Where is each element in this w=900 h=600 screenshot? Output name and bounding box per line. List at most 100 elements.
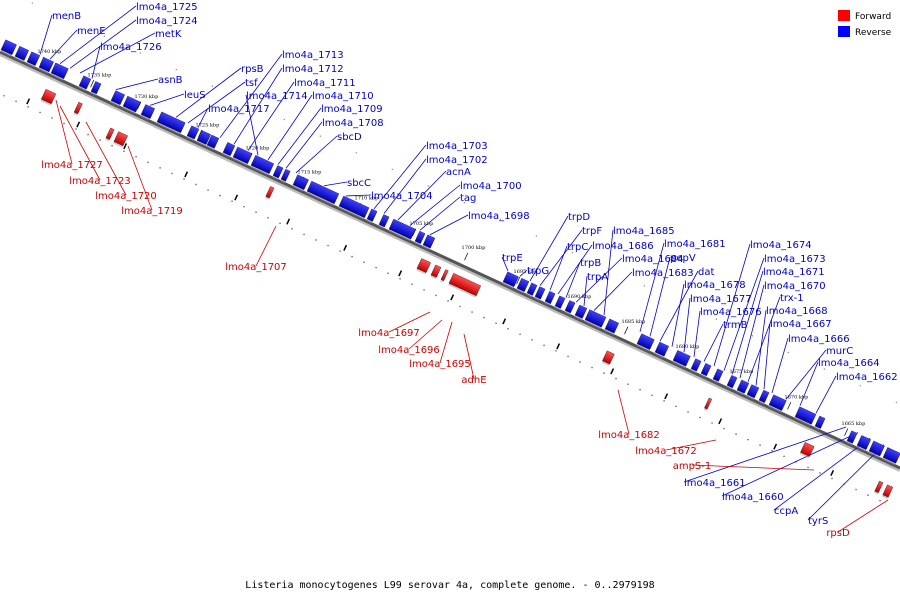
tick-label: 1715 kbp: [298, 169, 322, 175]
forward-guide-dot: [807, 466, 809, 469]
reverse-gene-label: lmo4a_1698: [468, 211, 530, 222]
reverse-gene: [516, 278, 530, 294]
reverse-gene: [196, 130, 211, 147]
tick-label: 1705 kbp: [410, 221, 434, 227]
reverse-gene: [758, 389, 770, 405]
forward-guide-dot: [723, 427, 725, 430]
reverse-gene-label: rpsB: [241, 64, 264, 75]
reverse-gene: [0, 39, 17, 57]
reverse-gene-label: lmo4a_1717: [208, 104, 270, 115]
forward-guide-dot: [171, 172, 173, 175]
tick-mark: [412, 228, 417, 237]
forward-guide-dot: [87, 133, 89, 136]
reverse-legend-swatch: [838, 26, 850, 37]
leader-line: [723, 257, 765, 371]
reverse-gene-label: lmo4a_1684: [622, 254, 684, 265]
leader-line: [79, 32, 156, 74]
reverse-gene-label: trpG: [527, 266, 549, 277]
reverse-gene: [378, 214, 390, 229]
forward-guide-dot: [819, 472, 821, 474]
forward-guide-dot: [399, 277, 401, 280]
forward-guide-dot: [99, 139, 101, 141]
leader-line: [583, 275, 588, 306]
forward-gene-label: lmo4a_1682: [598, 430, 660, 441]
forward-tick: [184, 171, 189, 178]
reverse-gene-label: lmo4a_1667: [770, 319, 832, 330]
forward-gene: [264, 186, 275, 200]
forward-guide-dot: [363, 261, 365, 263]
reverse-gene-label: trx-1: [780, 293, 804, 304]
leader-line: [409, 184, 461, 226]
reverse-gene: [736, 379, 750, 396]
reverse-guide-dot: [499, 218, 502, 221]
reverse-gene: [250, 155, 275, 176]
reverse-guide-dot: [463, 202, 466, 204]
reverse-gene-label: pepV: [670, 253, 696, 264]
forward-guide-dot: [339, 250, 341, 252]
leader-line: [837, 499, 889, 533]
gene-features: [0, 39, 900, 500]
reverse-gene: [338, 195, 370, 220]
leader-line: [85, 121, 127, 196]
leader-line: [373, 144, 427, 210]
forward-guide-dot: [735, 433, 737, 435]
reverse-gene: [292, 174, 309, 192]
reverse-gene-label: lmo4a_1714: [246, 91, 308, 102]
reverse-gene: [38, 57, 54, 74]
leader-line: [575, 257, 623, 303]
axis-line: [0, 50, 900, 470]
leader-line: [659, 270, 699, 342]
forward-gene: [73, 101, 83, 116]
forward-guide-dot: [243, 205, 245, 208]
reverse-gene-label: sbcC: [347, 178, 371, 189]
reverse-gene-label: trpC: [567, 242, 588, 253]
forward-tick: [664, 393, 669, 400]
reverse-guide-dot: [31, 2, 34, 4]
forward-guide-dot: [483, 316, 485, 319]
forward-guide-dot: [711, 422, 713, 424]
forward-guide-dot: [651, 394, 653, 397]
forward-guide-dot: [27, 106, 29, 108]
forward-tick: [450, 294, 455, 301]
reverse-gene-label: lmo4a_1725: [136, 2, 198, 13]
reverse-gene-label: metK: [155, 29, 182, 40]
forward-gene-label: lmo4a_1719: [121, 206, 183, 217]
reverse-gene: [746, 384, 760, 400]
reverse-guide-dot: [283, 118, 286, 121]
reverse-gene-label: lmo4a_1709: [321, 104, 383, 115]
tick-label: 1670 kbp: [785, 395, 809, 401]
forward-guide-dot: [219, 194, 221, 197]
forward-guide-dot: [195, 183, 197, 186]
forward-tick: [76, 121, 81, 128]
forward-gene: [448, 273, 482, 298]
reverse-guide-dot: [103, 35, 106, 38]
reverse-gene: [856, 435, 871, 452]
forward-guide-dot: [699, 416, 701, 419]
forward-tick: [26, 98, 31, 105]
leader-line: [731, 270, 764, 375]
leader-line: [55, 99, 73, 165]
forward-guide-dot: [555, 350, 557, 352]
reverse-gene: [636, 333, 655, 352]
reverse-gene-label: murC: [826, 346, 853, 357]
forward-guide-dot: [231, 200, 233, 202]
forward-guide-dot: [135, 155, 137, 158]
forward-guide-dot: [423, 289, 425, 291]
reverse-gene: [814, 415, 826, 431]
reverse-gene-label: lmo4a_1712: [282, 64, 344, 75]
reverse-gene-label: lmo4a_1674: [750, 240, 812, 251]
leader-line: [763, 322, 771, 390]
axis-shadow: [0, 52, 900, 472]
reverse-guide-dot: [571, 251, 574, 254]
reverse-gene-label: lmo4a_1670: [764, 281, 826, 292]
leader-line: [519, 269, 528, 277]
reverse-gene-label: trpA: [587, 272, 608, 283]
reverse-gene: [14, 46, 29, 63]
leader-line: [149, 93, 185, 106]
forward-guide-dot: [279, 222, 281, 225]
tick-label: 1665 kbp: [842, 421, 866, 427]
forward-guide-dot: [447, 300, 449, 302]
forward-guide-dot: [303, 233, 305, 236]
forward-guide-dot: [519, 333, 521, 336]
forward-gene: [40, 88, 57, 106]
